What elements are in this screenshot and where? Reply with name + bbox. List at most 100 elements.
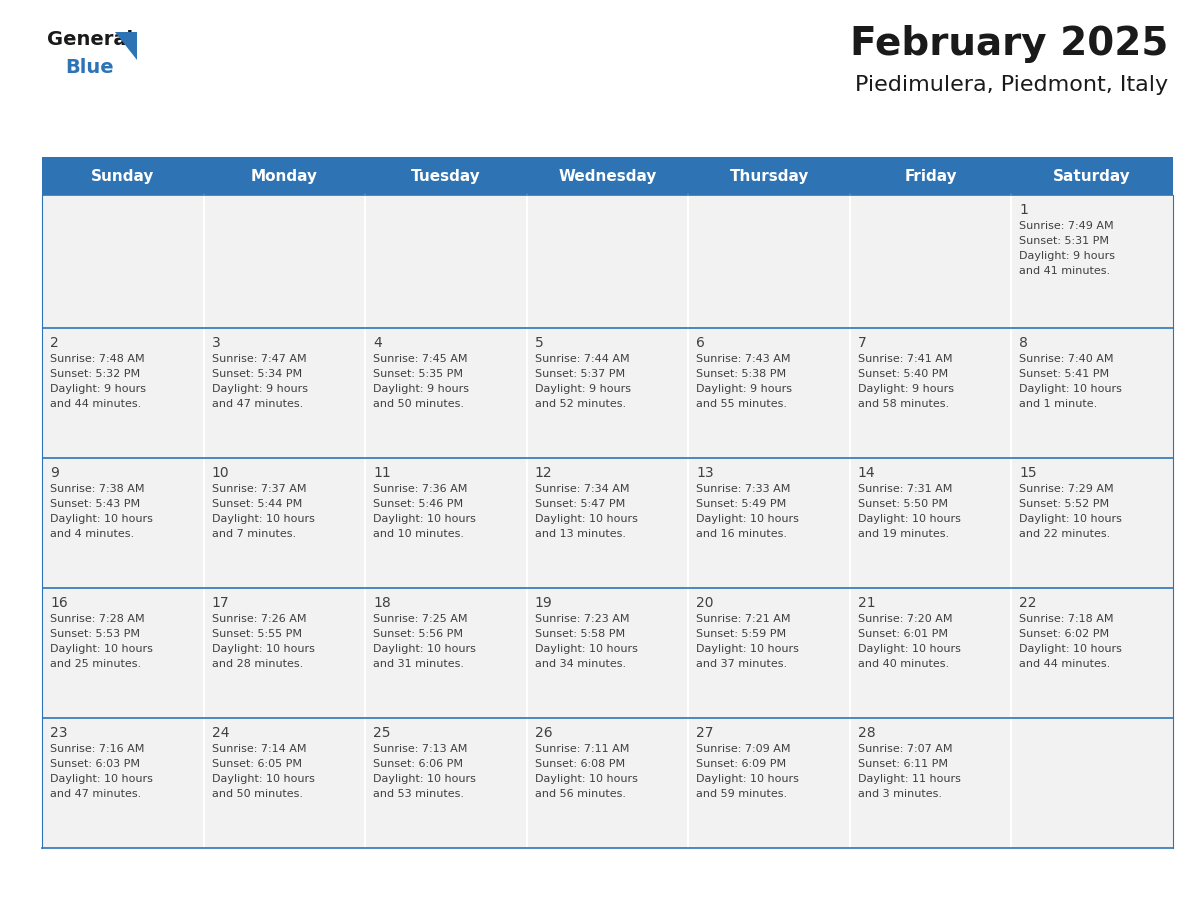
Text: Sunset: 5:43 PM: Sunset: 5:43 PM bbox=[50, 499, 140, 509]
Text: 24: 24 bbox=[211, 726, 229, 740]
Text: Sunrise: 7:49 AM: Sunrise: 7:49 AM bbox=[1019, 221, 1114, 231]
Text: 9: 9 bbox=[50, 466, 59, 480]
Text: Sunrise: 7:48 AM: Sunrise: 7:48 AM bbox=[50, 354, 145, 364]
Text: 2: 2 bbox=[50, 336, 58, 350]
Text: Sunrise: 7:44 AM: Sunrise: 7:44 AM bbox=[535, 354, 630, 364]
Bar bbox=[526, 718, 688, 848]
Text: Sunrise: 7:47 AM: Sunrise: 7:47 AM bbox=[211, 354, 307, 364]
Text: 21: 21 bbox=[858, 596, 876, 610]
Text: 10: 10 bbox=[211, 466, 229, 480]
Text: 11: 11 bbox=[373, 466, 391, 480]
Text: Daylight: 11 hours: Daylight: 11 hours bbox=[858, 774, 961, 784]
Text: Daylight: 10 hours: Daylight: 10 hours bbox=[211, 774, 315, 784]
Text: Sunset: 6:05 PM: Sunset: 6:05 PM bbox=[211, 759, 302, 769]
Text: Daylight: 10 hours: Daylight: 10 hours bbox=[535, 644, 638, 654]
Text: Daylight: 10 hours: Daylight: 10 hours bbox=[1019, 514, 1123, 524]
Bar bbox=[42, 458, 203, 588]
Text: Sunset: 6:09 PM: Sunset: 6:09 PM bbox=[696, 759, 786, 769]
Text: Sunset: 5:58 PM: Sunset: 5:58 PM bbox=[535, 629, 625, 639]
Text: 1: 1 bbox=[1019, 203, 1029, 217]
Text: 17: 17 bbox=[211, 596, 229, 610]
Text: 28: 28 bbox=[858, 726, 876, 740]
Bar bbox=[688, 195, 849, 328]
Text: Sunrise: 7:38 AM: Sunrise: 7:38 AM bbox=[50, 484, 145, 494]
Text: 14: 14 bbox=[858, 466, 876, 480]
Text: and 28 minutes.: and 28 minutes. bbox=[211, 659, 303, 669]
Text: Sunrise: 7:37 AM: Sunrise: 7:37 AM bbox=[211, 484, 307, 494]
Text: Sunrise: 7:25 AM: Sunrise: 7:25 AM bbox=[373, 614, 468, 624]
Text: Sunset: 5:47 PM: Sunset: 5:47 PM bbox=[535, 499, 625, 509]
Bar bbox=[849, 195, 1011, 328]
Text: 12: 12 bbox=[535, 466, 552, 480]
Bar bbox=[203, 195, 365, 328]
Text: Sunrise: 7:40 AM: Sunrise: 7:40 AM bbox=[1019, 354, 1114, 364]
Text: Sunrise: 7:21 AM: Sunrise: 7:21 AM bbox=[696, 614, 791, 624]
Text: Sunset: 5:38 PM: Sunset: 5:38 PM bbox=[696, 369, 786, 379]
Text: Tuesday: Tuesday bbox=[411, 169, 481, 184]
Text: and 47 minutes.: and 47 minutes. bbox=[211, 399, 303, 409]
Bar bbox=[365, 195, 526, 328]
Bar bbox=[203, 458, 365, 588]
Bar bbox=[42, 195, 203, 328]
Text: Sunrise: 7:31 AM: Sunrise: 7:31 AM bbox=[858, 484, 953, 494]
Text: Sunrise: 7:07 AM: Sunrise: 7:07 AM bbox=[858, 744, 953, 754]
Text: Sunset: 6:03 PM: Sunset: 6:03 PM bbox=[50, 759, 140, 769]
Text: Daylight: 10 hours: Daylight: 10 hours bbox=[50, 774, 153, 784]
Text: Sunrise: 7:09 AM: Sunrise: 7:09 AM bbox=[696, 744, 791, 754]
Text: Sunrise: 7:36 AM: Sunrise: 7:36 AM bbox=[373, 484, 468, 494]
Text: and 3 minutes.: and 3 minutes. bbox=[858, 789, 942, 799]
Text: Daylight: 9 hours: Daylight: 9 hours bbox=[50, 384, 146, 394]
Text: Sunrise: 7:33 AM: Sunrise: 7:33 AM bbox=[696, 484, 791, 494]
Text: 5: 5 bbox=[535, 336, 543, 350]
Text: 26: 26 bbox=[535, 726, 552, 740]
Text: Sunset: 5:40 PM: Sunset: 5:40 PM bbox=[858, 369, 948, 379]
Text: Wednesday: Wednesday bbox=[558, 169, 657, 184]
Text: Daylight: 9 hours: Daylight: 9 hours bbox=[373, 384, 469, 394]
Text: and 25 minutes.: and 25 minutes. bbox=[50, 659, 141, 669]
Bar bbox=[42, 718, 203, 848]
Text: Sunset: 6:06 PM: Sunset: 6:06 PM bbox=[373, 759, 463, 769]
Bar bbox=[688, 328, 849, 458]
Bar bbox=[526, 458, 688, 588]
Text: February 2025: February 2025 bbox=[849, 25, 1168, 63]
Text: and 22 minutes.: and 22 minutes. bbox=[1019, 529, 1111, 539]
Text: Daylight: 9 hours: Daylight: 9 hours bbox=[535, 384, 631, 394]
Bar bbox=[688, 458, 849, 588]
Bar bbox=[849, 458, 1011, 588]
Text: Daylight: 10 hours: Daylight: 10 hours bbox=[50, 514, 153, 524]
Text: and 53 minutes.: and 53 minutes. bbox=[373, 789, 465, 799]
Text: Daylight: 10 hours: Daylight: 10 hours bbox=[696, 514, 800, 524]
Text: Sunrise: 7:41 AM: Sunrise: 7:41 AM bbox=[858, 354, 953, 364]
Text: Sunrise: 7:18 AM: Sunrise: 7:18 AM bbox=[1019, 614, 1114, 624]
Text: and 44 minutes.: and 44 minutes. bbox=[50, 399, 141, 409]
Bar bbox=[849, 328, 1011, 458]
Text: Sunrise: 7:14 AM: Sunrise: 7:14 AM bbox=[211, 744, 307, 754]
Text: Sunset: 5:32 PM: Sunset: 5:32 PM bbox=[50, 369, 140, 379]
Bar bbox=[365, 458, 526, 588]
Text: Daylight: 10 hours: Daylight: 10 hours bbox=[211, 514, 315, 524]
Text: Sunrise: 7:34 AM: Sunrise: 7:34 AM bbox=[535, 484, 630, 494]
Text: and 50 minutes.: and 50 minutes. bbox=[211, 789, 303, 799]
Text: and 47 minutes.: and 47 minutes. bbox=[50, 789, 141, 799]
Text: Sunset: 5:53 PM: Sunset: 5:53 PM bbox=[50, 629, 140, 639]
Text: 6: 6 bbox=[696, 336, 706, 350]
Text: Sunset: 5:50 PM: Sunset: 5:50 PM bbox=[858, 499, 948, 509]
Bar bbox=[849, 588, 1011, 718]
Text: Piedimulera, Piedmont, Italy: Piedimulera, Piedmont, Italy bbox=[855, 75, 1168, 95]
Text: 25: 25 bbox=[373, 726, 391, 740]
Text: Daylight: 10 hours: Daylight: 10 hours bbox=[373, 644, 476, 654]
Text: Sunrise: 7:23 AM: Sunrise: 7:23 AM bbox=[535, 614, 630, 624]
Text: Daylight: 10 hours: Daylight: 10 hours bbox=[211, 644, 315, 654]
Text: 22: 22 bbox=[1019, 596, 1037, 610]
Text: Sunrise: 7:13 AM: Sunrise: 7:13 AM bbox=[373, 744, 468, 754]
Text: Sunset: 6:08 PM: Sunset: 6:08 PM bbox=[535, 759, 625, 769]
Text: Sunset: 6:11 PM: Sunset: 6:11 PM bbox=[858, 759, 948, 769]
Text: and 37 minutes.: and 37 minutes. bbox=[696, 659, 788, 669]
Text: Daylight: 10 hours: Daylight: 10 hours bbox=[1019, 384, 1123, 394]
Text: 20: 20 bbox=[696, 596, 714, 610]
Text: 3: 3 bbox=[211, 336, 220, 350]
Text: Sunrise: 7:16 AM: Sunrise: 7:16 AM bbox=[50, 744, 145, 754]
Bar bbox=[365, 588, 526, 718]
Text: and 50 minutes.: and 50 minutes. bbox=[373, 399, 465, 409]
Text: and 7 minutes.: and 7 minutes. bbox=[211, 529, 296, 539]
